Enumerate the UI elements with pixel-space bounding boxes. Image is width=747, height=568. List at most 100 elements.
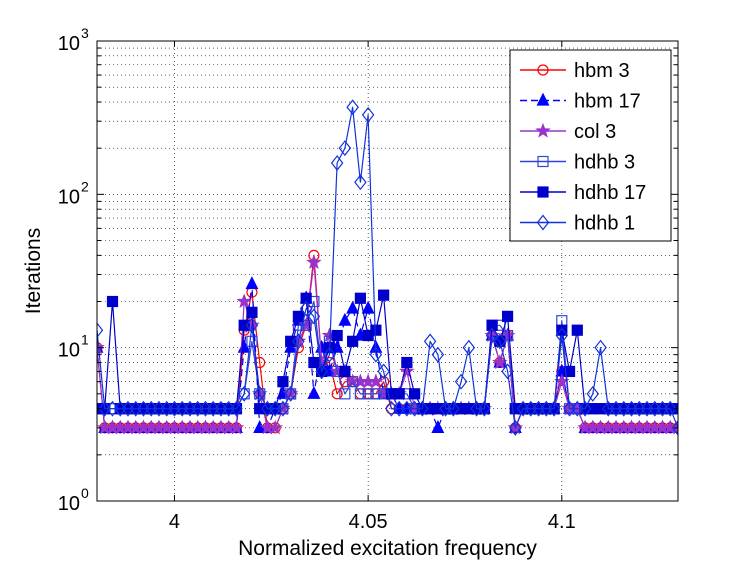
data-point (555, 327, 569, 344)
data-point (362, 388, 374, 400)
tick-marks (97, 40, 678, 502)
data-point (284, 385, 297, 402)
data-point (253, 385, 266, 402)
data-point (339, 388, 351, 400)
data-point (237, 385, 251, 402)
data-point (346, 300, 360, 314)
data-point (331, 329, 343, 342)
data-point (277, 376, 289, 388)
data-point (354, 292, 366, 304)
x-axis-label: Normalized excitation frequency (238, 537, 537, 560)
data-point (267, 419, 283, 435)
legend-label: hbm 17 (574, 91, 641, 113)
data-point (361, 106, 375, 123)
legend-marker (536, 92, 550, 106)
legend-marker (537, 186, 549, 198)
data-point (571, 324, 583, 336)
data-point (246, 335, 258, 347)
data-point (423, 333, 437, 350)
data-point (478, 400, 491, 417)
plot-frame (96, 40, 679, 502)
data-point (238, 319, 250, 331)
y-tick-label-base: 10 (58, 186, 80, 208)
data-point (586, 385, 600, 402)
data-point (339, 365, 351, 378)
data-point (578, 400, 592, 417)
legend-marker (536, 214, 550, 231)
y-tick-label-exponent: 2 (81, 178, 89, 194)
data-point (228, 419, 245, 435)
data-point (447, 400, 460, 417)
data-point (300, 319, 312, 331)
data-point (671, 419, 678, 436)
data-point (485, 327, 499, 344)
legend-label: hdhb 3 (574, 152, 635, 174)
data-point (547, 400, 561, 417)
data-point (416, 400, 429, 417)
data-point (454, 373, 468, 390)
data-point (370, 388, 382, 400)
legend-item: hbm 17 (520, 91, 641, 113)
data-point (106, 295, 119, 308)
legend-item: hdhb 3 (520, 152, 635, 174)
series-layer (97, 99, 678, 436)
y-tick-label-exponent: 3 (81, 25, 89, 41)
data-point (501, 363, 514, 380)
data-point (338, 312, 352, 326)
series-hdhb-1 (97, 99, 678, 436)
y-tick-label-exponent: 0 (81, 485, 89, 501)
data-point (338, 140, 352, 157)
data-point (236, 293, 252, 309)
data-point (399, 363, 415, 379)
data-point (285, 335, 297, 347)
data-point (493, 333, 507, 350)
data-point (563, 365, 576, 378)
data-point (377, 363, 390, 380)
x-tick-label: 4 (169, 511, 180, 533)
y-tick-label-base: 10 (58, 340, 80, 362)
x-tick-label: 4.1 (548, 511, 576, 533)
legend-marker (537, 64, 549, 76)
data-point (663, 400, 677, 417)
data-point (323, 346, 336, 363)
data-point (431, 346, 445, 363)
data-point (594, 339, 607, 356)
data-point (486, 319, 498, 331)
data-point (369, 346, 383, 363)
legend-label: col 3 (574, 121, 616, 143)
data-point (230, 400, 243, 417)
legend-marker (537, 155, 549, 168)
data-point (292, 310, 305, 322)
data-point (378, 289, 390, 301)
data-point (299, 300, 313, 317)
data-point (509, 419, 522, 436)
x-tick-labels: 4 4.05 4.1 (169, 511, 576, 533)
data-point (306, 254, 322, 269)
series-line (97, 106, 678, 429)
data-point (354, 174, 367, 191)
legend-item: hbm 3 (520, 60, 630, 82)
data-point (292, 333, 305, 350)
data-point (347, 335, 359, 347)
data-point (307, 308, 321, 325)
data-point (300, 292, 312, 304)
y-axis-label: Iterations (22, 228, 45, 314)
data-point (370, 324, 382, 336)
legend-item: hdhb 17 (520, 182, 646, 204)
legend: hbm 3 hbm 17 col 3 hdhb 3 hdhb 17 hdhb 1 (509, 49, 672, 242)
data-point (409, 388, 421, 400)
data-point (670, 419, 678, 435)
data-point (354, 388, 366, 400)
legend-item: col 3 (520, 121, 616, 143)
data-point (308, 356, 320, 369)
legend-label: hdhb 1 (574, 213, 635, 235)
data-point (361, 300, 375, 314)
data-point (330, 155, 344, 172)
data-point (501, 329, 514, 342)
legend-label: hdhb 17 (574, 182, 646, 204)
data-point (368, 373, 384, 389)
data-point (347, 376, 359, 388)
